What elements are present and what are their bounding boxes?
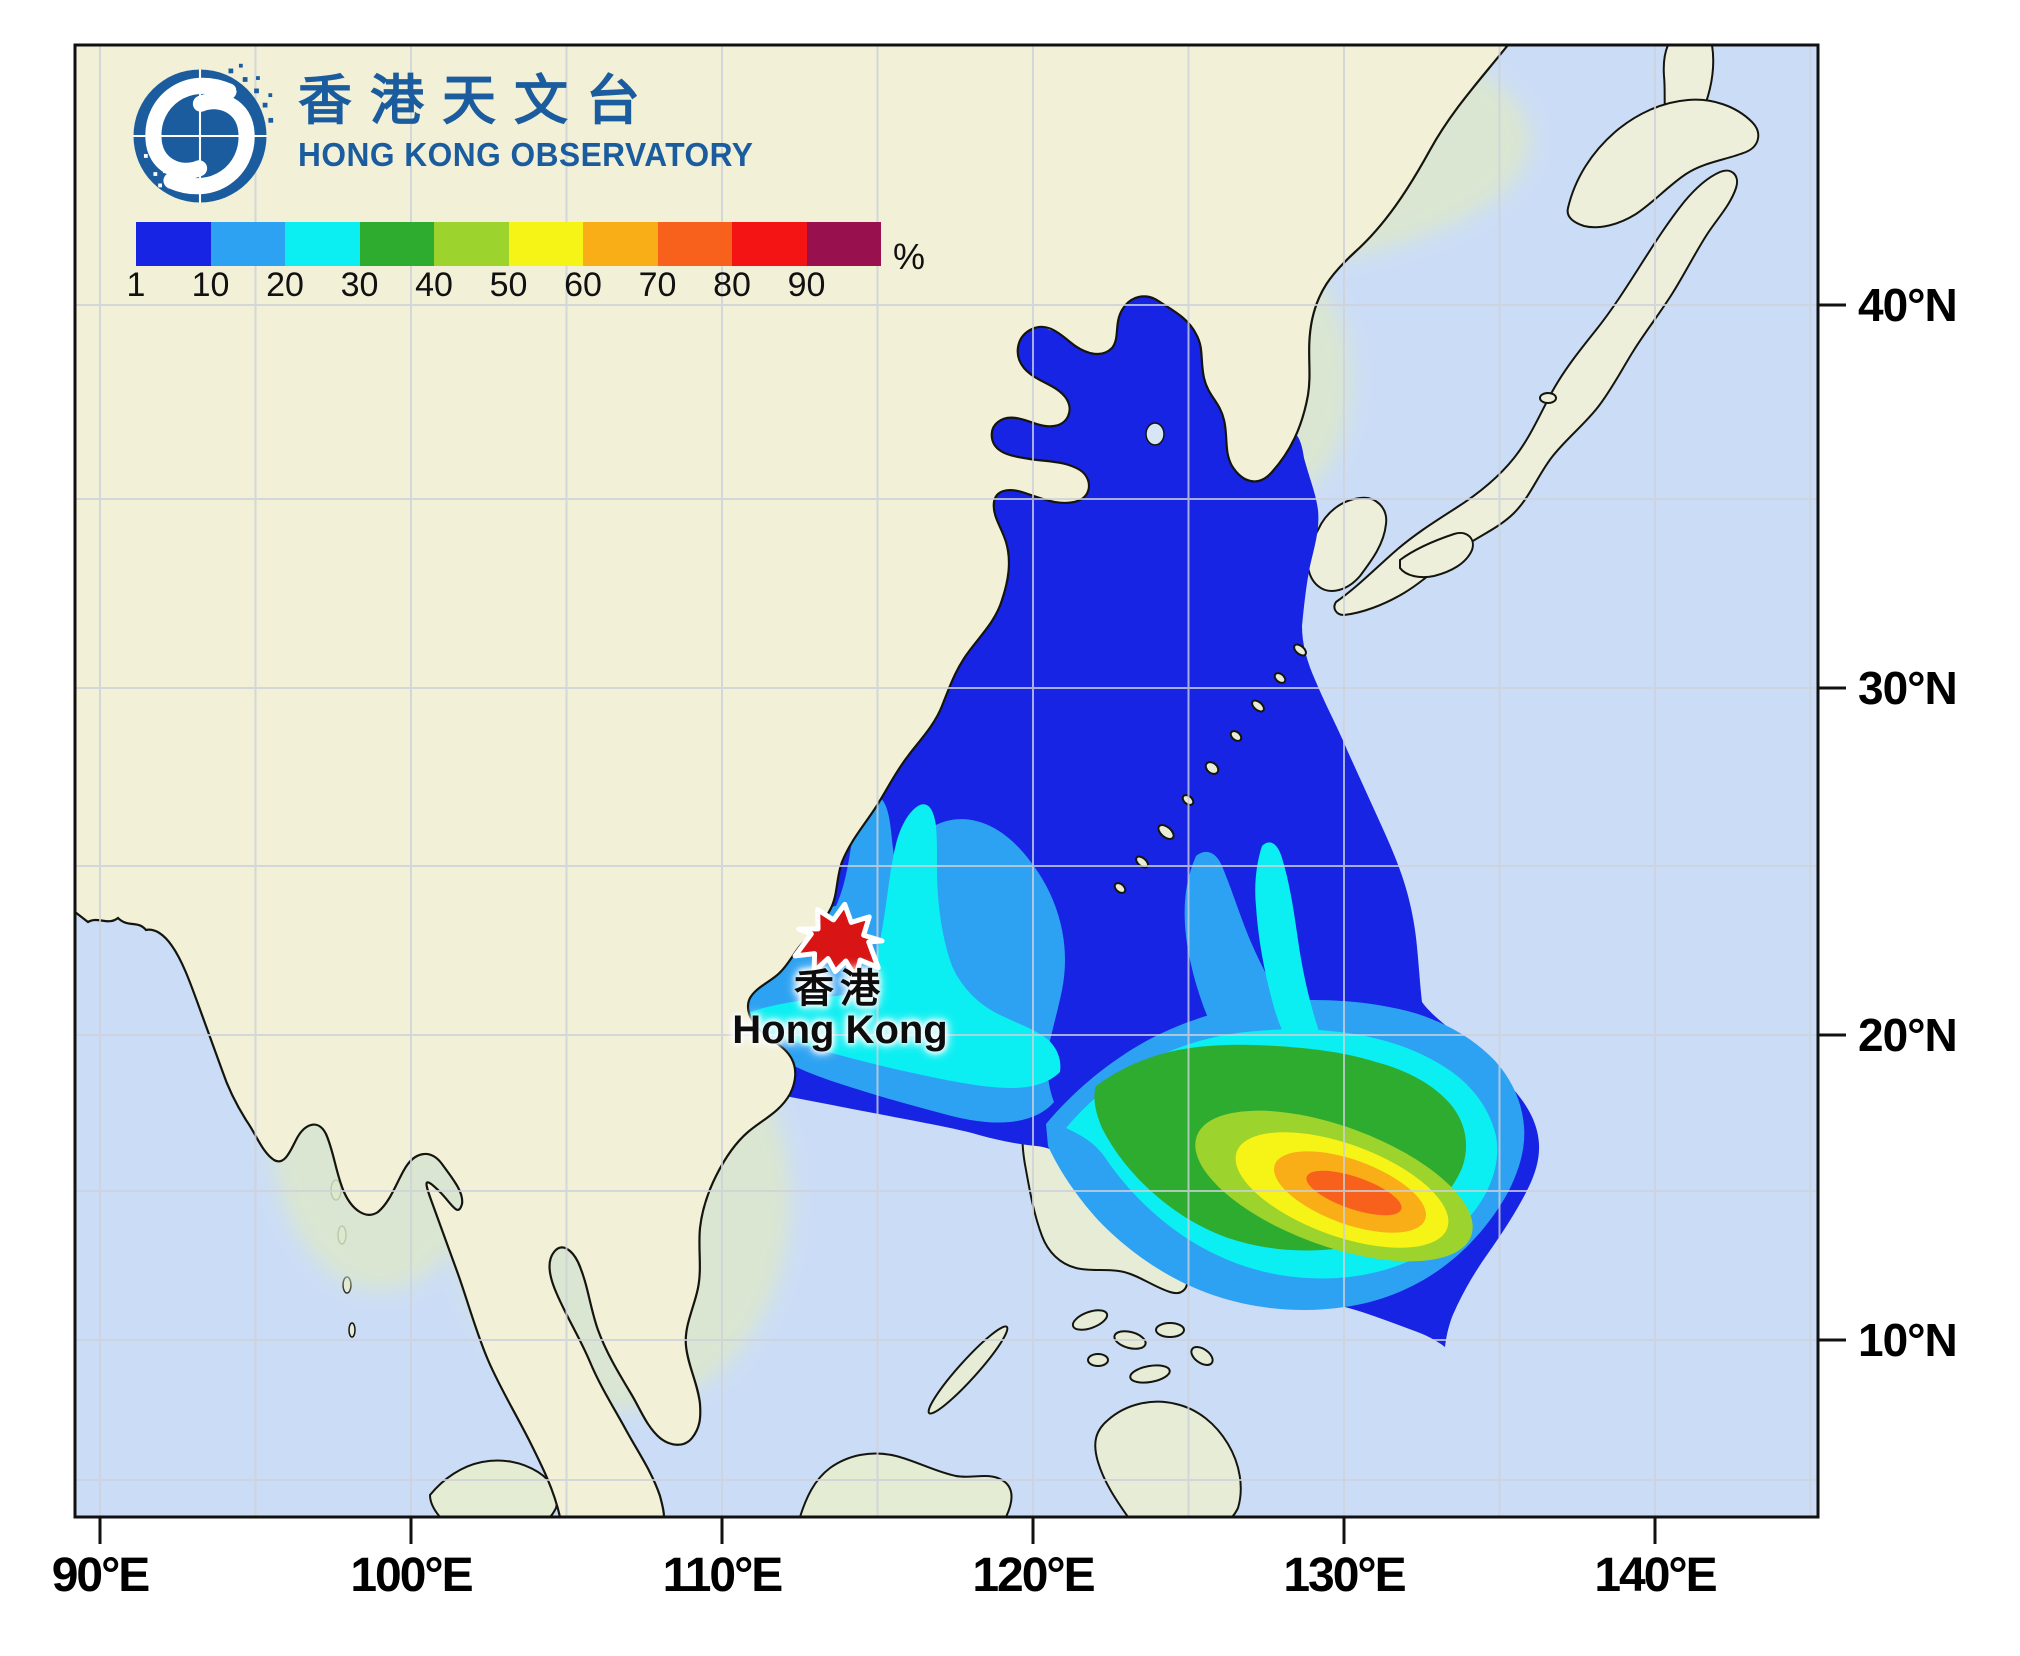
legend-tick: 60: [564, 266, 602, 304]
borneo: [798, 1452, 1013, 1517]
y-axis-label-40n: 40°N: [1858, 279, 1958, 331]
logo-title-zh: 香港天文台: [298, 71, 658, 131]
legend-swatch: [210, 222, 285, 266]
y-axis-label-10n: 10°N: [1858, 1314, 1958, 1366]
legend-tick: 70: [638, 266, 677, 304]
legend-tick: 1: [126, 266, 146, 304]
x-axis-label-110e: 110°E: [662, 1549, 784, 1602]
x-axis-label-90e: 90°E: [51, 1549, 151, 1602]
graticule: [75, 45, 1818, 1517]
legend-swatch: [732, 222, 807, 266]
x-axis-label-100e: 100°E: [350, 1549, 473, 1602]
legend-swatch: [657, 222, 732, 266]
legend-swatch: [434, 222, 509, 266]
legend-swatch: [136, 222, 211, 266]
x-axis-label-130e: 130°E: [1283, 1549, 1406, 1602]
y-axis-label-20n: 20°N: [1858, 1009, 1958, 1061]
x-axis-label-120e: 120°E: [972, 1549, 1095, 1602]
coastline: [75, 45, 1510, 1517]
sado-island: [1539, 392, 1557, 404]
legend-tick: 90: [787, 266, 826, 304]
x-axis-label-140e: 140°E: [1594, 1549, 1717, 1602]
y-axis-label-30n: 30°N: [1858, 662, 1958, 714]
hko-logo: 香港天文台 HONG KONG OBSERVATORY: [124, 60, 772, 212]
hong-kong-label-en: Hong Kong: [732, 1008, 948, 1052]
hong-kong-star-icon: [792, 901, 885, 981]
ryukyu-islands: [1113, 643, 1307, 894]
probability-color-scale: [136, 222, 881, 266]
legend-swatch: [508, 222, 583, 266]
legend-swatch: [359, 222, 434, 266]
legend-tick: 20: [266, 266, 304, 304]
legend-tick: 40: [415, 266, 453, 304]
hko-logo-icon: [133, 63, 274, 203]
hong-kong-label-zh: 香港: [794, 967, 886, 1011]
legend-tick: 50: [489, 266, 528, 304]
legend-tick: 10: [191, 266, 230, 304]
hokkaido: [1566, 98, 1760, 229]
map-frame: [73, 43, 1846, 1544]
legend-swatch: [806, 222, 881, 266]
palawan: [927, 1325, 1009, 1415]
legend-tick: 30: [340, 266, 379, 304]
halftone-dots-upper: [228, 63, 274, 123]
logo-title-en: HONG KONG OBSERVATORY: [298, 136, 754, 173]
legend-swatch: [583, 222, 658, 266]
contour-70pct: [1306, 1170, 1402, 1216]
legend-swatch: [285, 222, 360, 266]
shikoku: [1399, 532, 1474, 579]
mindanao: [1094, 1400, 1242, 1517]
halftone-dots-lower: [143, 141, 181, 189]
legend-tick-labels: 1 10 20 30 40 50 60 70 80 90: [127, 266, 881, 308]
legend-unit-label: %: [893, 236, 926, 277]
legend-tick: 80: [713, 266, 751, 304]
